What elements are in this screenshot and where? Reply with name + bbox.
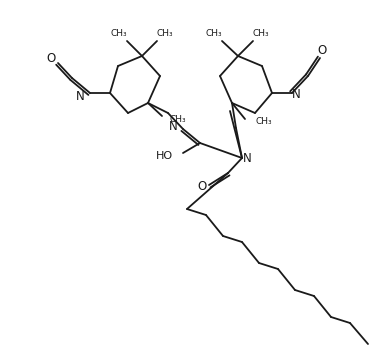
Text: N: N [169, 121, 178, 134]
Text: O: O [197, 179, 207, 192]
Text: N: N [292, 88, 300, 101]
Text: N: N [76, 90, 85, 103]
Text: HO: HO [156, 151, 173, 161]
Text: CH₃: CH₃ [205, 29, 222, 38]
Text: CH₃: CH₃ [111, 29, 127, 38]
Text: N: N [243, 152, 252, 165]
Text: O: O [46, 52, 56, 65]
Text: CH₃: CH₃ [157, 29, 173, 38]
Text: O: O [317, 44, 327, 57]
Text: CH₃: CH₃ [170, 114, 187, 123]
Text: CH₃: CH₃ [255, 117, 272, 126]
Text: CH₃: CH₃ [253, 29, 269, 38]
